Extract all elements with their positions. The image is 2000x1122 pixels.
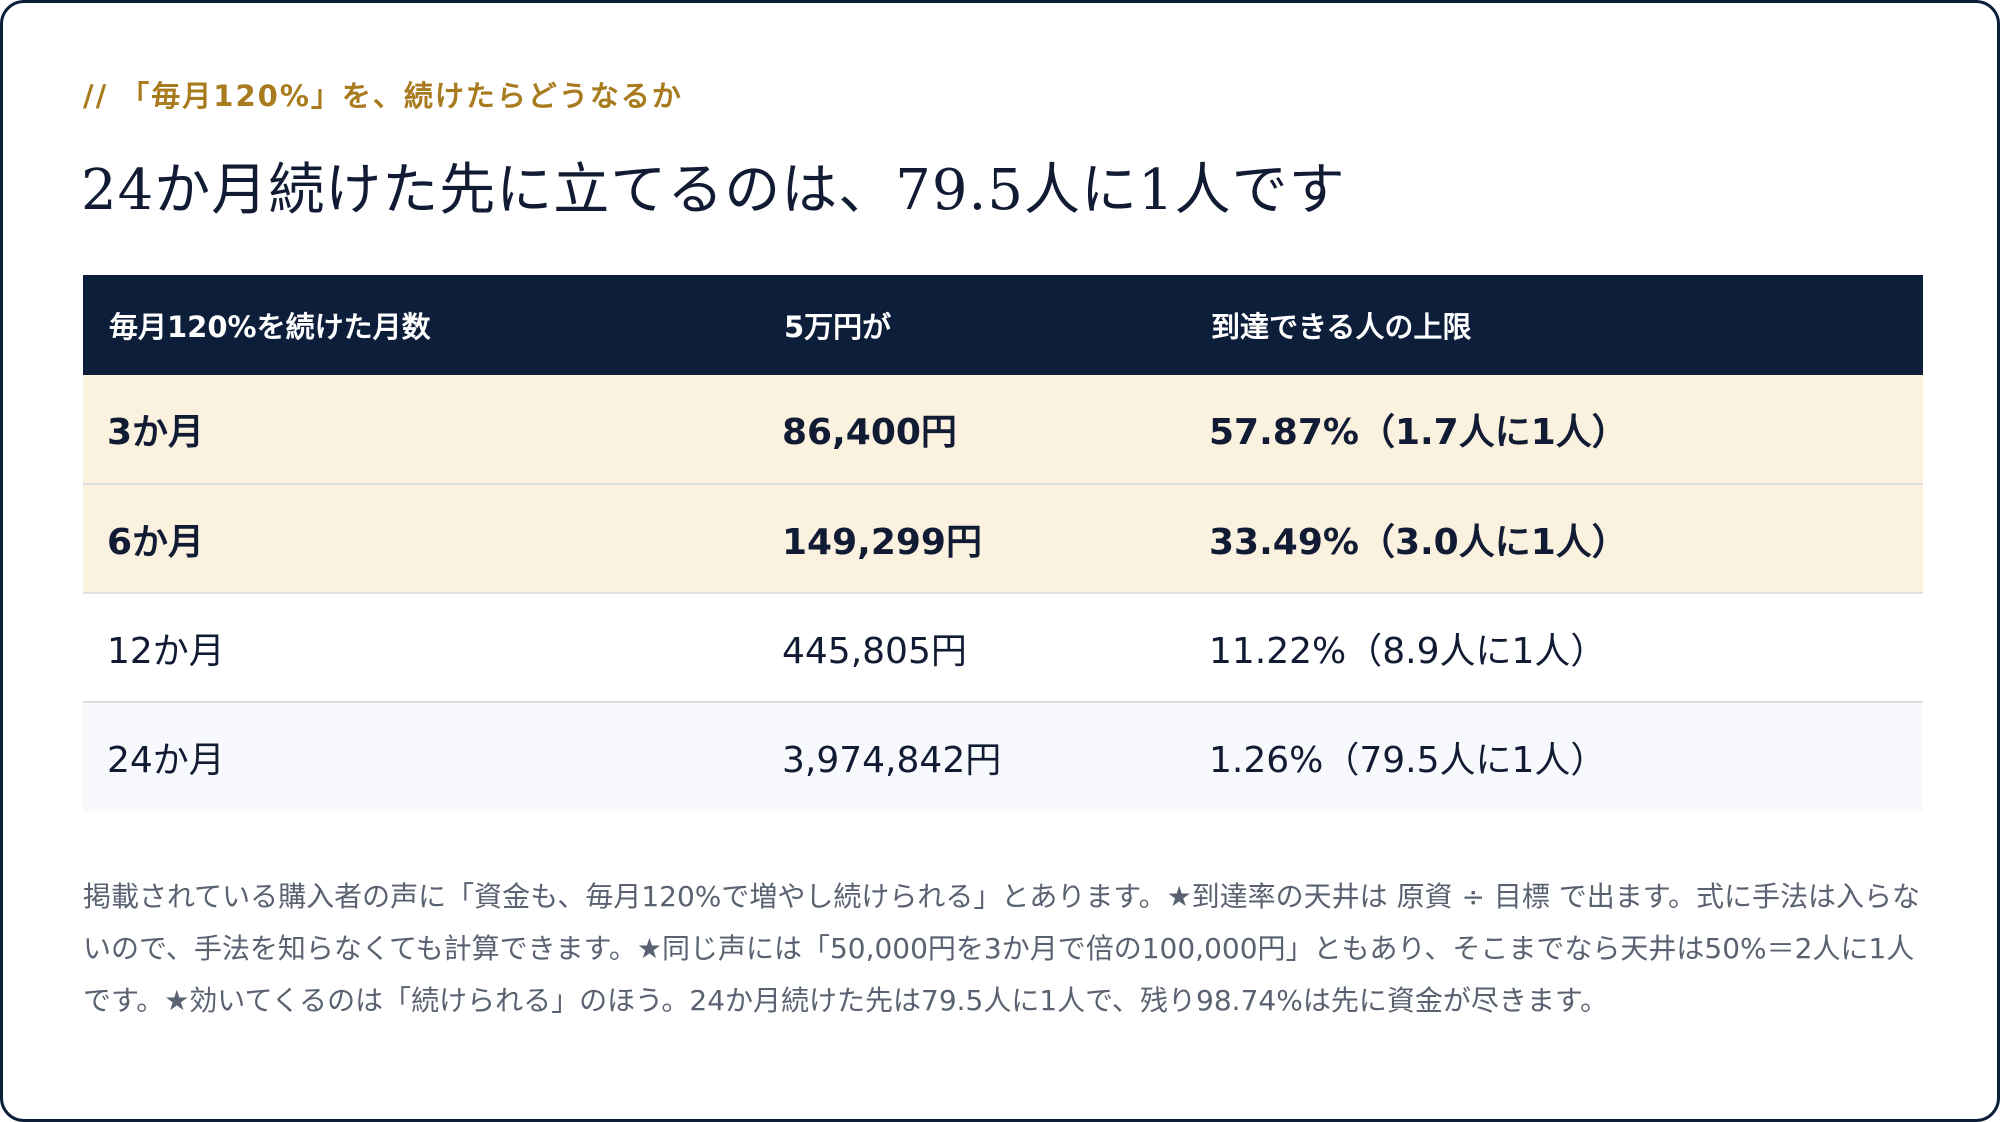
growth-table: 毎月120%を続けた月数 5万円が 到達できる人の上限 3か月 86,400円 … bbox=[83, 275, 1923, 811]
table-row: 6か月 149,299円 33.49%（3.0人に1人） bbox=[83, 484, 1923, 593]
table-row: 12か月 445,805円 11.22%（8.9人に1人） bbox=[83, 593, 1923, 702]
cell-months: 3か月 bbox=[107, 412, 205, 453]
cell-amount: 445,805円 bbox=[782, 630, 967, 672]
header-amount: 5万円が bbox=[784, 310, 892, 344]
table-row: 24か月 3,974,842円 1.26%（79.5人に1人） bbox=[83, 702, 1923, 811]
cell-reach: 33.49%（3.0人に1人） bbox=[1209, 521, 1628, 563]
header-reach: 到達できる人の上限 bbox=[1211, 310, 1472, 344]
cell-amount: 3,974,842円 bbox=[782, 740, 1002, 781]
cell-months: 24か月 bbox=[107, 740, 225, 781]
cell-reach: 57.87%（1.7人に1人） bbox=[1209, 412, 1628, 453]
cell-amount: 149,299円 bbox=[782, 521, 982, 563]
explanation-note: 掲載されている購入者の声に「資金も、毎月120%で増やし続けられる」とあります。… bbox=[83, 880, 1920, 1017]
cell-months: 12か月 bbox=[107, 630, 225, 672]
cell-reach: 1.26%（79.5人に1人） bbox=[1209, 740, 1607, 781]
cell-months: 6か月 bbox=[107, 521, 205, 563]
table-row: 3か月 86,400円 57.87%（1.7人に1人） bbox=[83, 375, 1923, 484]
table-header-row: 毎月120%を続けた月数 5万円が 到達できる人の上限 bbox=[83, 275, 1923, 375]
cell-amount: 86,400円 bbox=[782, 412, 957, 453]
cell-reach: 11.22%（8.9人に1人） bbox=[1209, 630, 1607, 672]
section-eyebrow: // 「毎月120%」を、続けたらどうなるか bbox=[83, 79, 683, 113]
header-months: 毎月120%を続けた月数 bbox=[109, 310, 431, 344]
page-title: 24か月続けた先に立てるのは、79.5人に1人です bbox=[81, 158, 1346, 223]
